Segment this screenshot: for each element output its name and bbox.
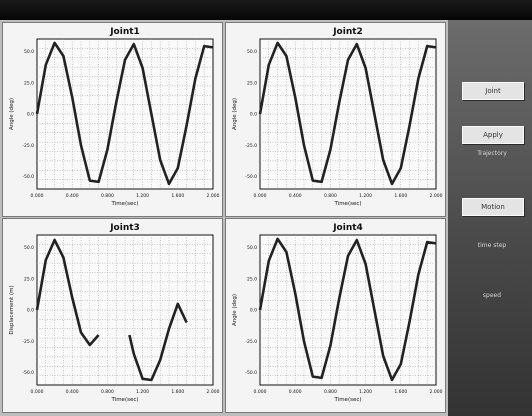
x-tick-label: 2.000	[207, 193, 220, 199]
y-tick-label: 25.0	[247, 276, 257, 282]
x-tick-label: 2.000	[207, 389, 220, 395]
y-tick-label: 0.0	[27, 112, 34, 118]
y-axis-label: Angle (deg)	[9, 98, 15, 130]
x-tick-label: 2.000	[430, 193, 443, 199]
y-tick-label: -50.0	[245, 174, 257, 180]
y-tick-label: 0.0	[27, 308, 34, 314]
joint4-chart: Joint4 0.000 0.400 0.800 1.200 1.600 2.000 50.0…	[232, 223, 443, 403]
x-tick-label: 1.600	[394, 389, 407, 395]
x-tick-label: 1.600	[171, 193, 184, 199]
y-tick-label: 50.0	[24, 245, 34, 251]
x-tick-label: 0.000	[31, 389, 44, 395]
x-axis-label: Time(sec)	[333, 201, 361, 207]
control-sidebar: Joint Apply Trajectory Motion time step …	[448, 20, 532, 416]
y-axis-label: Angle (deg)	[232, 98, 238, 130]
x-tick-label: 1.600	[394, 193, 407, 199]
x-axis-label: Time(sec)	[110, 201, 138, 207]
x-tick-label: 0.400	[289, 389, 302, 395]
title-bar	[0, 0, 532, 20]
y-tick-label: -25.0	[22, 339, 34, 345]
y-tick-label: 0.0	[250, 112, 257, 118]
x-tick-label: 0.000	[31, 193, 44, 199]
x-tick-label: 0.400	[289, 193, 302, 199]
y-tick-label: 0.0	[250, 308, 257, 314]
y-tick-label: 50.0	[247, 245, 257, 251]
joint2-chart: Joint2 0.000 0.400 0.800 1.200 1.600 2.000 50.0…	[232, 27, 443, 207]
x-axis-label: Time(sec)	[110, 397, 138, 403]
x-tick-label: 0.800	[101, 389, 114, 395]
joint3-chart-panel: Joint3 0.000 0.400 0.800 1.200 1.600 2.000 50.0…	[2, 218, 223, 413]
plot-area: Joint1 0.000 0.400 0.800 1.200 1.600 2.000 50.0…	[0, 20, 448, 416]
sidebar-text-trajectory: Trajectory	[477, 150, 507, 157]
x-tick-label: 1.600	[171, 389, 184, 395]
x-tick-label: 1.200	[136, 193, 149, 199]
chart-title: Joint4	[332, 223, 363, 233]
sidebar-text-speed: speed	[482, 292, 502, 299]
y-tick-label: -25.0	[245, 339, 257, 345]
joint2-chart-panel: Joint2 0.000 0.400 0.800 1.200 1.600 2.000 50.0…	[225, 22, 446, 217]
y-tick-label: 25.0	[247, 80, 257, 86]
chart-title: Joint3	[109, 223, 140, 233]
sidebar-text-time-step: time step	[477, 242, 507, 249]
x-tick-label: 0.800	[324, 193, 337, 199]
joint1-chart: Joint1 0.000 0.400 0.800 1.200 1.600 2.000 50.0…	[9, 27, 220, 207]
x-tick-label: 1.200	[359, 389, 372, 395]
apply-button[interactable]: Apply	[462, 126, 524, 144]
y-tick-label: 50.0	[24, 49, 34, 55]
x-tick-label: 1.200	[136, 389, 149, 395]
joint-button[interactable]: Joint	[462, 82, 524, 100]
y-tick-label: -50.0	[245, 370, 257, 376]
y-axis-label: Angle (deg)	[232, 294, 238, 326]
x-tick-label: 0.800	[324, 389, 337, 395]
x-tick-label: 0.400	[66, 389, 79, 395]
y-tick-label: -50.0	[22, 174, 34, 180]
x-tick-label: 1.200	[359, 193, 372, 199]
data-series-line	[35, 41, 214, 186]
chart-title: Joint2	[332, 27, 363, 37]
y-tick-label: 25.0	[24, 80, 34, 86]
grid-lines	[260, 39, 436, 189]
data-series-line	[128, 302, 188, 382]
y-tick-label: -25.0	[22, 143, 34, 149]
joint3-chart: Joint3 0.000 0.400 0.800 1.200 1.600 2.000 50.0…	[9, 223, 220, 403]
y-tick-label: -25.0	[245, 143, 257, 149]
x-axis-label: Time(sec)	[333, 397, 361, 403]
x-tick-label: 2.000	[430, 389, 443, 395]
joint1-chart-panel: Joint1 0.000 0.400 0.800 1.200 1.600 2.000 50.0…	[2, 22, 223, 217]
data-series-line	[35, 238, 100, 347]
data-series-line	[258, 237, 437, 382]
grid-lines	[260, 235, 436, 385]
chart-title: Joint1	[109, 27, 140, 37]
x-tick-label: 0.400	[66, 193, 79, 199]
y-tick-label: -50.0	[22, 370, 34, 376]
x-tick-label: 0.000	[254, 389, 267, 395]
y-axis-label: Displacement (m)	[9, 285, 15, 334]
y-tick-label: 50.0	[247, 49, 257, 55]
y-tick-label: 25.0	[24, 276, 34, 282]
motion-button[interactable]: Motion	[462, 198, 524, 216]
joint4-chart-panel: Joint4 0.000 0.400 0.800 1.200 1.600 2.000 50.0…	[225, 218, 446, 413]
x-tick-label: 0.000	[254, 193, 267, 199]
x-tick-label: 0.800	[101, 193, 114, 199]
data-series-line	[258, 41, 437, 186]
